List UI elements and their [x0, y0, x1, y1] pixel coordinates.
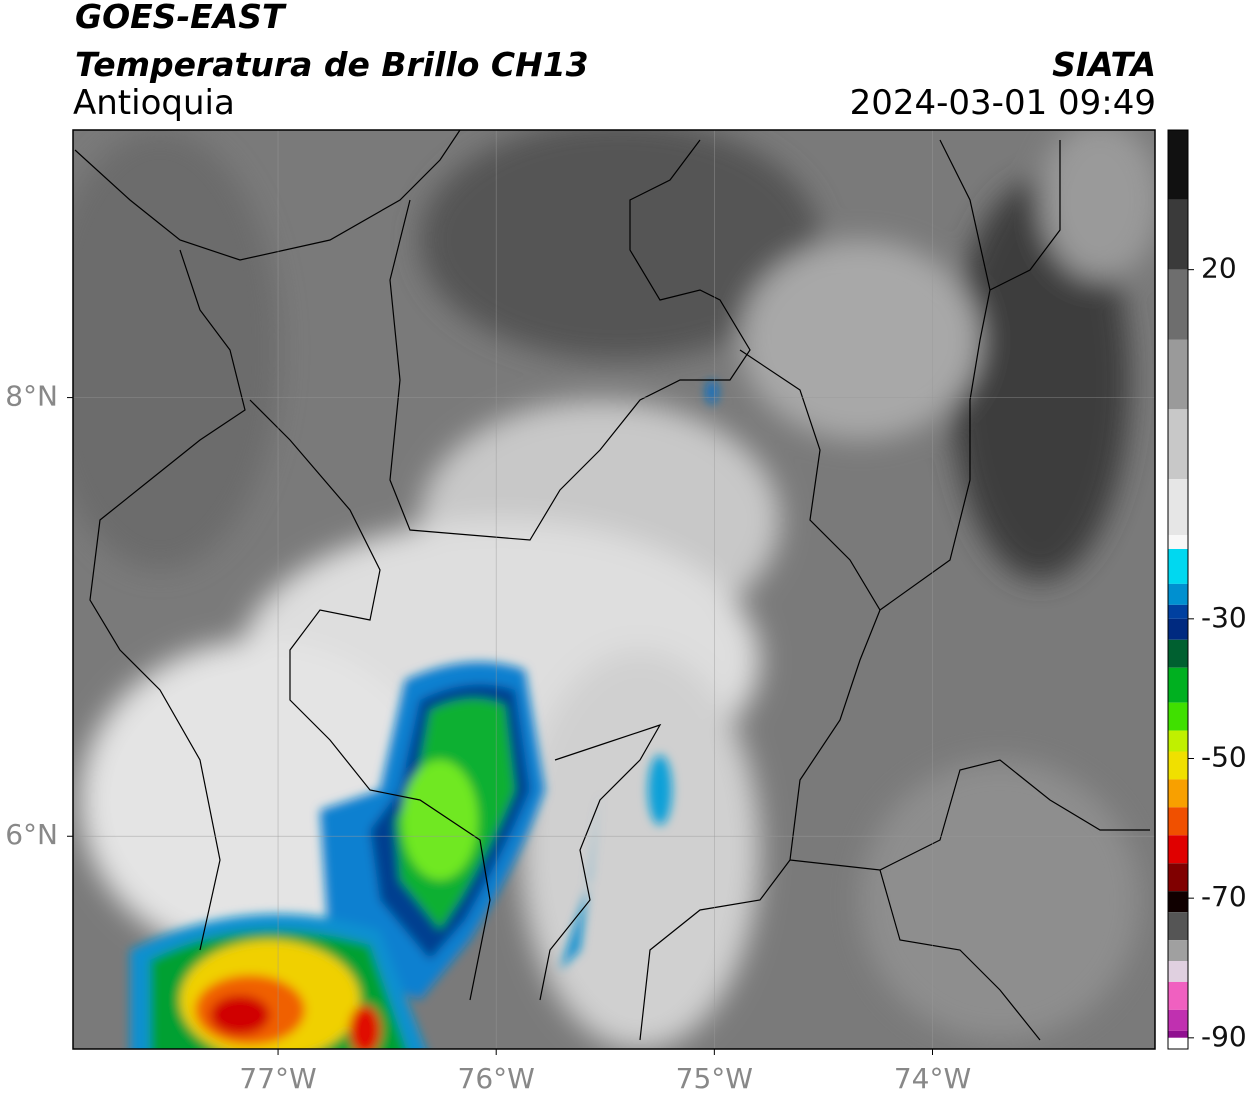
colorbar-segment — [1168, 535, 1188, 549]
colorbar-segment — [1168, 961, 1188, 982]
colorbar-segment — [1168, 1030, 1188, 1038]
colorbar-segment — [1168, 618, 1188, 640]
colorbar-segment — [1168, 199, 1188, 270]
lon-tick-label: 74°W — [894, 1062, 971, 1095]
lon-tick-label: 76°W — [458, 1062, 535, 1095]
colorbar-frame — [1167, 129, 1189, 1050]
lat-tick-label: 8°N — [5, 380, 58, 413]
subtitle: Temperatura de Brillo CH13 — [75, 45, 589, 84]
colorbar-segment — [1168, 807, 1188, 836]
title: GOES-EAST — [75, 0, 285, 36]
colorbar-segment — [1168, 981, 1188, 1010]
lat-tick-label: 6°N — [5, 818, 58, 851]
colorbar-segment — [1168, 940, 1188, 962]
satellite-image — [73, 130, 1155, 1049]
colorbar-tick-label: -50 — [1201, 740, 1247, 773]
colorbar-segment — [1168, 409, 1188, 480]
colorbar-segment — [1168, 702, 1188, 731]
colorbar-segment — [1168, 863, 1188, 892]
colorbar-segment — [1168, 583, 1188, 605]
colorbar-segment — [1168, 779, 1188, 808]
colorbar-tick-label: -30 — [1201, 601, 1247, 634]
colorbar-tick-label: 20 — [1201, 252, 1237, 285]
colorbar-segment — [1168, 891, 1188, 913]
colorbar-segment — [1168, 548, 1188, 584]
colorbar-segment — [1168, 912, 1188, 941]
lon-tick-label: 75°W — [676, 1062, 753, 1095]
colorbar-segment — [1168, 667, 1188, 703]
colorbar-segment — [1168, 730, 1188, 752]
colorbar-segment — [1168, 835, 1188, 864]
region: Antioquia — [73, 83, 235, 123]
colorbar-segment — [1168, 1009, 1188, 1031]
colorbar-segment — [1168, 1037, 1188, 1049]
colorbar-segment — [1168, 339, 1188, 410]
colorbar-segment — [1168, 269, 1188, 340]
colorbar-segment — [1168, 604, 1188, 619]
lon-tick-label: 77°W — [239, 1062, 316, 1095]
colorbar-tick-label: -70 — [1201, 880, 1247, 913]
datetime: 2024-03-01 09:49 — [849, 83, 1156, 123]
colorbar-segment — [1168, 130, 1188, 200]
colorbar-segment — [1168, 479, 1188, 536]
colorbar-tick-label: -90 — [1201, 1020, 1247, 1053]
source: SIATA — [1052, 45, 1156, 84]
colorbar-segment — [1168, 751, 1188, 780]
map-frame — [72, 129, 1156, 1050]
colorbar-segment — [1168, 639, 1188, 668]
